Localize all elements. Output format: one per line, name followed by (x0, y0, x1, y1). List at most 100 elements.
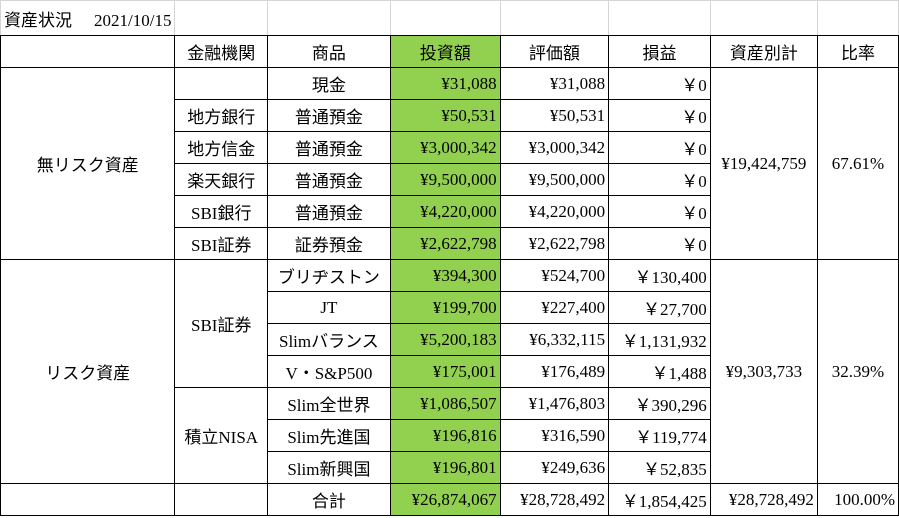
invest: ¥199,700 (389, 291, 501, 324)
profit-loss: ￥1,488 (608, 355, 711, 388)
profit-loss: ￥0 (608, 131, 711, 164)
institution: 地方信金 (174, 131, 269, 164)
group-label: 無リスク資産 (0, 67, 176, 260)
total-pl: ￥1,854,425 (608, 483, 711, 516)
header-cell: 損益 (608, 35, 711, 68)
product: 普通預金 (267, 131, 391, 164)
total-ratio: 100.00% (816, 483, 899, 516)
data-row: 積立NISA Slim全世界 ¥1,086,507 ¥1,476,803 ￥390,29… (1, 387, 899, 484)
product: Slim全世界 (267, 387, 391, 420)
total-row: 合計 ¥26,874,067 ¥28,728,492 ￥1,854,425 ¥28,72… (0, 483, 899, 516)
cell (389, 0, 501, 36)
data-row: V・S&P500 ¥175,001 ¥176,489 ￥1,488 (1, 355, 899, 388)
data-row: 地方信金 普通預金 ¥3,000,342 ¥3,000,342 ￥0 (1, 131, 899, 164)
product: 普通預金 (267, 195, 391, 228)
valuation: ¥316,590 (499, 419, 610, 452)
institution: SBI証券 (174, 227, 269, 260)
invest: ¥4,220,000 (389, 195, 501, 228)
ratio: 32.39% (816, 259, 899, 484)
invest: ¥2,622,798 (389, 227, 501, 260)
cell (267, 0, 391, 36)
invest: ¥1,086,507 (389, 387, 501, 420)
data-row: SBI銀行 普通預金 ¥4,220,000 ¥4,220,000 ￥0 (1, 195, 899, 228)
profit-loss: ￥130,400 (608, 259, 711, 292)
valuation: ¥6,332,115 (499, 323, 610, 356)
product: JT (267, 291, 391, 324)
product: 普通預金 (267, 163, 391, 196)
cell (709, 0, 818, 36)
data-row: 無リスク資産 現金 ¥31,088 ¥31,088 ￥0 ¥19,424,759 67.61… (0, 67, 899, 260)
valuation: ¥227,400 (499, 291, 610, 324)
invest: ¥31,088 (389, 67, 501, 100)
header-cell: 評価額 (499, 35, 610, 68)
invest: ¥9,500,000 (389, 163, 501, 196)
header-row: 金融機関 商品 投資額 評価額 損益 資産別計 比率 (0, 35, 899, 68)
profit-loss: ￥52,835 (608, 451, 711, 484)
data-row: 楽天銀行 普通預金 ¥9,500,000 ¥9,500,000 ￥0 (1, 163, 899, 196)
institution: 楽天銀行 (174, 163, 269, 196)
valuation: ¥3,000,342 (499, 131, 610, 164)
header-cell: 比率 (816, 35, 899, 68)
profit-loss: ￥0 (608, 195, 711, 228)
total-value: ¥28,728,492 (499, 483, 610, 516)
data-row: JT ¥199,700 ¥227,400 ￥27,700 (1, 291, 899, 324)
invest: ¥175,001 (389, 355, 501, 388)
product: Slimバランス (267, 323, 391, 356)
product: ブリヂストン (267, 259, 391, 292)
cell (0, 483, 176, 516)
institution: SBI銀行 (174, 195, 269, 228)
valuation: ¥249,636 (499, 451, 610, 484)
date: 2021/10/15 (94, 10, 172, 30)
group-label: リスク資産 (0, 259, 176, 484)
header-cell: 商品 (267, 35, 391, 68)
subtotal: ¥9,303,733 (709, 259, 818, 484)
header-cell: 投資額 (389, 35, 501, 68)
total-subtotal: ¥28,728,492 (709, 483, 818, 516)
total-label: 合計 (267, 483, 391, 516)
valuation: ¥524,700 (499, 259, 610, 292)
product: V・S&P500 (267, 355, 391, 388)
header-cell (0, 35, 176, 68)
valuation: ¥9,500,000 (499, 163, 610, 196)
invest: ¥196,801 (389, 451, 501, 484)
valuation: ¥2,622,798 (499, 227, 610, 260)
title: 資産状況 (4, 10, 72, 30)
invest: ¥5,200,183 (389, 323, 501, 356)
data-row: Slimバランス ¥5,200,183 ¥6,332,115 ￥1,131,932 (1, 323, 899, 356)
data-row: リスク資産 SBI証券 ブリヂストン ¥394,300 ¥524,700 ￥130,400… (0, 259, 899, 484)
total-invest: ¥26,874,067 (389, 483, 501, 516)
cell (608, 0, 711, 36)
profit-loss: ￥0 (608, 163, 711, 196)
cell (174, 0, 269, 36)
title-cell: 資産状況 2021/10/15 (0, 0, 176, 36)
profit-loss: ￥119,774 (608, 419, 711, 452)
ratio: 67.61% (816, 67, 899, 260)
cell (816, 0, 899, 36)
valuation: ¥1,476,803 (499, 387, 610, 420)
product: 証券預金 (267, 227, 391, 260)
institution: 積立NISA (174, 387, 269, 484)
cell (174, 483, 269, 516)
institution: 地方銀行 (174, 99, 269, 132)
header-cell: 資産別計 (709, 35, 818, 68)
data-row: 地方銀行 普通預金 ¥50,531 ¥50,531 ￥0 (1, 99, 899, 132)
invest: ¥50,531 (389, 99, 501, 132)
profit-loss: ￥0 (608, 227, 711, 260)
product: Slim先進国 (267, 419, 391, 452)
institution (174, 67, 269, 100)
cell (499, 0, 610, 36)
profit-loss: ￥1,131,932 (608, 323, 711, 356)
data-row: Slim新興国 ¥196,801 ¥249,636 ￥52,835 (1, 451, 899, 484)
product: 普通預金 (267, 99, 391, 132)
institution: SBI証券 (174, 259, 269, 388)
invest: ¥394,300 (389, 259, 501, 292)
profit-loss: ￥0 (608, 67, 711, 100)
invest: ¥196,816 (389, 419, 501, 452)
product: Slim新興国 (267, 451, 391, 484)
title-row: 資産状況 2021/10/15 (0, 0, 899, 36)
invest: ¥3,000,342 (389, 131, 501, 164)
header-cell: 金融機関 (174, 35, 269, 68)
valuation: ¥176,489 (499, 355, 610, 388)
